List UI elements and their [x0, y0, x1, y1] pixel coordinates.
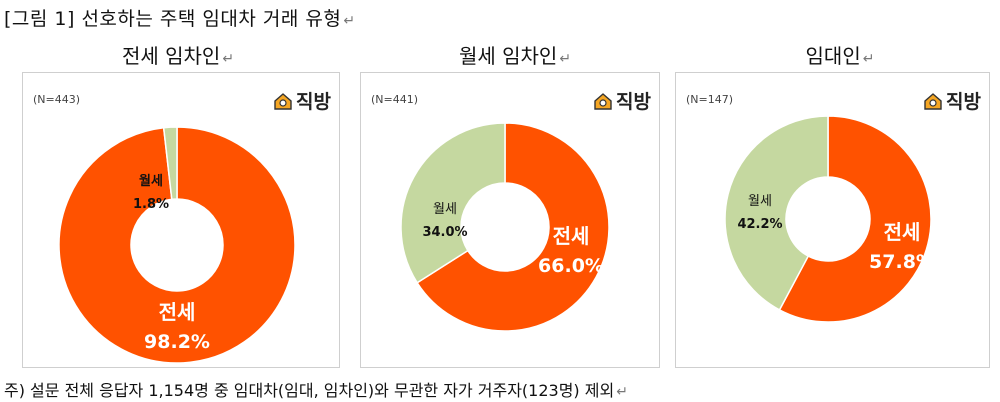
chart-3-title: 임대인 ↵	[700, 40, 980, 69]
chart-panel-3: (N=147) 직방 전세 57.8% 월세 42.2%	[675, 72, 990, 368]
slice-name-wolse: 월세	[748, 194, 772, 209]
chart-2-title: 월세 임차인 ↵	[370, 40, 660, 69]
figure-title: [그림 1] 선호하는 주택 임대차 거래 유형 ↵	[4, 4, 356, 31]
logo-text: 직방	[616, 91, 651, 113]
slice-wolse	[724, 115, 829, 311]
slice-value-wolse: 42.2%	[737, 217, 782, 232]
chart-panel-2: (N=441) 직방 전세 66.0% 월세 34.0%	[360, 72, 660, 368]
slice-name-wolse: 월세	[433, 202, 457, 217]
slice-value-wolse: 34.0%	[422, 225, 467, 240]
return-mark: ↵	[343, 13, 356, 29]
slice-value-jeonse: 66.0%	[538, 255, 604, 277]
slice-value-jeonse: 98.2%	[144, 331, 210, 353]
slice-name-jeonse: 전세	[884, 220, 921, 244]
chart-2-title-text: 월세 임차인	[458, 44, 558, 68]
chart-panel-1: (N=443) 직방 전세 98.2% 월세 1.8%	[22, 72, 340, 368]
slice-jeonse	[778, 115, 932, 323]
logo-text: 직방	[946, 91, 981, 113]
house-icon	[274, 92, 292, 110]
zigbang-logo: 직방	[923, 87, 981, 114]
return-mark: ↵	[559, 51, 572, 67]
return-mark: ↵	[616, 384, 628, 400]
house-icon	[924, 92, 942, 110]
sample-size-label: (N=441)	[371, 93, 419, 106]
chart-1-title: 전세 임차인 ↵	[48, 40, 308, 69]
logo-text: 직방	[296, 91, 331, 113]
slice-name-wolse: 월세	[139, 173, 163, 189]
slice-jeonse	[58, 126, 296, 364]
slice-value-jeonse: 57.8%	[869, 251, 935, 273]
slice-name-jeonse: 전세	[159, 300, 196, 324]
sample-size-label: (N=443)	[33, 93, 81, 106]
return-mark: ↵	[222, 51, 235, 67]
sample-size-label: (N=147)	[686, 93, 734, 106]
donut-chart-3: 전세 57.8% 월세 42.2%	[724, 115, 935, 323]
donut-chart-2: 전세 66.0% 월세 34.0%	[400, 122, 610, 332]
chart-3-title-text: 임대인	[805, 44, 861, 68]
house-icon	[594, 92, 612, 110]
slice-wolse	[162, 126, 178, 201]
figure-title-text: [그림 1] 선호하는 주택 임대차 거래 유형	[4, 8, 342, 30]
footnote-text: 주) 설문 전체 응답자 1,154명 중 임대차(임대, 임차인)와 무관한 …	[4, 381, 615, 400]
return-mark: ↵	[862, 51, 875, 67]
slice-jeonse	[416, 122, 610, 332]
zigbang-logo: 직방	[273, 87, 331, 114]
slice-name-jeonse: 전세	[553, 224, 590, 248]
footnote: 주) 설문 전체 응답자 1,154명 중 임대차(임대, 임차인)와 무관한 …	[4, 377, 628, 401]
zigbang-logo: 직방	[593, 87, 651, 114]
slice-wolse	[400, 122, 506, 284]
slice-value-wolse: 1.8%	[133, 197, 169, 212]
donut-chart-1: 전세 98.2% 월세 1.8%	[58, 126, 296, 364]
chart-1-title-text: 전세 임차인	[121, 44, 221, 68]
